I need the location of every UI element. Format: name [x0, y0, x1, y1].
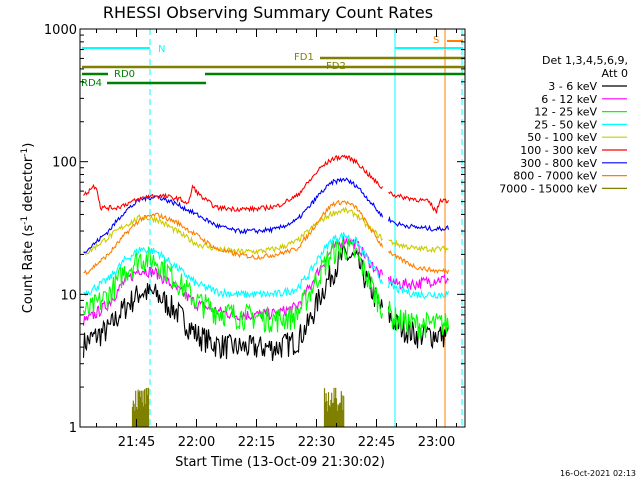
legend-label: 7000 - 15000 keV	[499, 182, 597, 195]
legend-header-line-2: Att 0	[602, 67, 628, 80]
y-tick-label: 1	[69, 421, 77, 436]
x-tick-label: 22:15	[238, 435, 275, 450]
axis-layer: 1 10 100 1000 21:45 22:00 22:15 22:30 22:45 23:00	[44, 23, 465, 450]
y-axis-label-sup1: -1	[20, 216, 30, 225]
x-axis-label: Start Time (13-Oct-09 21:30:02)	[175, 455, 385, 470]
flag-rd0-label: RD0	[114, 69, 135, 80]
legend-label: 300 - 800 keV	[520, 157, 597, 170]
x-tick-label: 21:45	[118, 435, 155, 450]
y-tick-label: 100	[52, 156, 77, 171]
y-axis-label-mid: detector	[21, 156, 36, 216]
legend-label: 6 - 12 keV	[541, 93, 597, 106]
chart-title: RHESSI Observing Summary Count Rates	[103, 3, 433, 22]
timestamp: 16-Oct-2021 02:13	[560, 469, 636, 478]
y-axis-label: Count Rate (s-1 detector-1)	[20, 143, 36, 314]
series-line-3	[83, 231, 450, 300]
series-line-4	[83, 206, 449, 256]
flag-fd2-label: FD2	[326, 61, 346, 72]
flag-fd1-label: FD1	[294, 52, 314, 63]
series-line-0	[82, 243, 450, 361]
series-high-energy-burst-1	[131, 387, 150, 427]
y-axis-label-main: Count Rate (s	[21, 225, 36, 314]
legend-label: 50 - 100 keV	[527, 131, 597, 144]
y-tick-label: 10	[60, 288, 77, 303]
series-layer	[82, 154, 450, 427]
x-tick-label: 22:30	[298, 435, 335, 450]
flag-rd4-label: RD4	[81, 78, 102, 89]
flag-night-label: N	[158, 44, 165, 55]
x-tick-label: 23:00	[418, 435, 455, 450]
series-line-7	[83, 199, 450, 276]
y-axis-label-end: )	[21, 143, 36, 148]
series-line-2	[82, 238, 450, 339]
legend-label: 12 - 25 keV	[534, 106, 597, 119]
flag-layer: N S FD1 FD2 RD0 RD4	[81, 29, 465, 427]
series-line-6	[83, 177, 450, 254]
x-tick-label: 22:00	[178, 435, 215, 450]
legend-header-line-1: Det 1,3,4,5,6,9,	[542, 54, 628, 67]
y-tick-label: 1000	[44, 23, 77, 38]
legend-label: 3 - 6 keV	[548, 80, 597, 93]
legend-label: 100 - 300 keV	[520, 144, 597, 157]
flag-saa-label: S	[433, 35, 439, 46]
series-line-5	[83, 154, 449, 214]
x-tick-label: 22:45	[358, 435, 395, 450]
y-axis-label-sup2: -1	[20, 148, 30, 157]
legend-label: 25 - 50 keV	[534, 118, 597, 131]
plot-frame	[79, 28, 466, 428]
legend-label: 800 - 7000 keV	[513, 170, 597, 183]
series-high-energy-burst-2	[323, 387, 345, 427]
